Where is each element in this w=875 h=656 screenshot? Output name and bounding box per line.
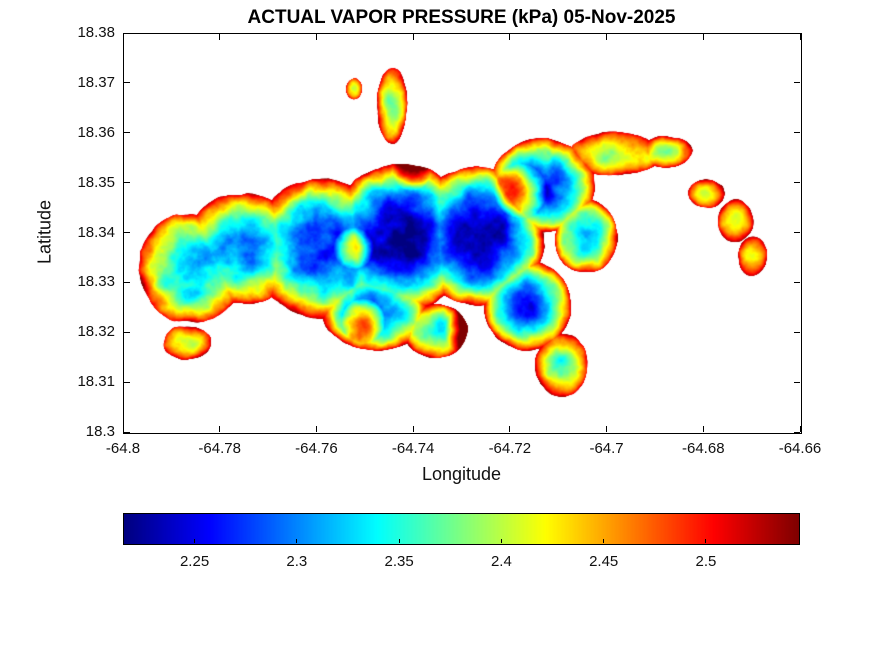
y-tick-mark [124,182,130,184]
y-tick-label: 18.36 [77,123,115,141]
y-tick-label: 18.35 [77,173,115,191]
y-tick-mark [124,232,130,233]
y-tick-mark [124,132,130,134]
x-tick-mark [702,426,704,432]
y-tick-mark [124,381,130,383]
colorbar-tick-label: 2.5 [695,553,717,570]
y-tick-mark-right [794,132,800,134]
x-tick-mark-top [509,34,511,40]
colorbar [123,513,800,545]
x-tick-mark-top [219,34,221,40]
y-tick-mark-right [794,281,800,283]
y-tick-label: 18.37 [77,73,115,91]
colorbar-tick-mark [603,539,605,543]
x-tick-label: -64.8 [105,440,141,457]
y-tick-label: 18.3 [85,423,115,440]
x-tick-mark-top [412,34,414,40]
x-tick-label: -64.66 [778,440,822,457]
colorbar-tick-mark [500,539,502,543]
x-tick-mark-top [122,34,124,40]
x-tick-label: -64.68 [682,440,725,457]
colorbar-tick-mark [705,539,707,543]
colorbar-tick-label: 2.45 [589,553,619,570]
y-tick-mark-right [794,182,800,184]
y-tick-mark-right [794,232,800,233]
y-tick-label: 18.38 [77,24,115,41]
x-tick-mark [509,426,511,432]
y-tick-mark-right [794,32,800,34]
x-tick-label: -64.78 [198,440,241,457]
x-tick-mark [315,426,317,432]
colorbar-tick-mark [194,539,196,543]
colorbar-tick-mark [296,539,298,543]
y-tick-label: 18.32 [77,323,115,341]
y-tick-label: 18.31 [77,373,115,391]
chart-title: ACTUAL VAPOR PRESSURE (kPa) 05-Nov-2025 [247,7,676,28]
colorbar-tick-label: 2.3 [286,553,308,570]
colorbar-tick-label: 2.25 [179,553,210,570]
y-tick-mark [124,82,130,84]
y-tick-mark [124,281,130,283]
y-tick-mark-right [794,381,800,383]
x-tick-label: -64.76 [295,440,338,457]
y-tick-mark-right [794,431,800,433]
x-tick-mark [219,426,221,432]
x-tick-mark [606,426,608,432]
x-axis-label: Longitude [421,464,502,484]
x-tick-mark-top [315,34,317,40]
x-tick-label: -64.7 [589,440,624,457]
heatmap-canvas [124,34,801,433]
x-tick-mark-top [702,34,704,40]
plot-area [123,33,802,434]
colorbar-tick-label: 2.4 [490,553,512,570]
x-tick-mark-top [799,34,801,40]
y-tick-mark [124,431,130,433]
x-tick-label: -64.72 [488,440,532,457]
colorbar-tick-mark [398,539,400,543]
x-tick-mark [122,426,124,432]
y-tick-label: 18.34 [77,223,115,241]
y-tick-label: 18.33 [77,273,115,291]
x-tick-mark [799,426,801,432]
y-tick-mark-right [794,331,800,333]
y-tick-mark [124,32,130,34]
colorbar-canvas [124,514,799,544]
x-tick-label: -64.74 [391,440,435,457]
x-tick-mark [412,426,414,432]
y-tick-mark-right [794,82,800,84]
colorbar-tick-label: 2.35 [384,553,414,570]
y-tick-mark [124,331,130,333]
x-tick-mark-top [606,34,608,40]
